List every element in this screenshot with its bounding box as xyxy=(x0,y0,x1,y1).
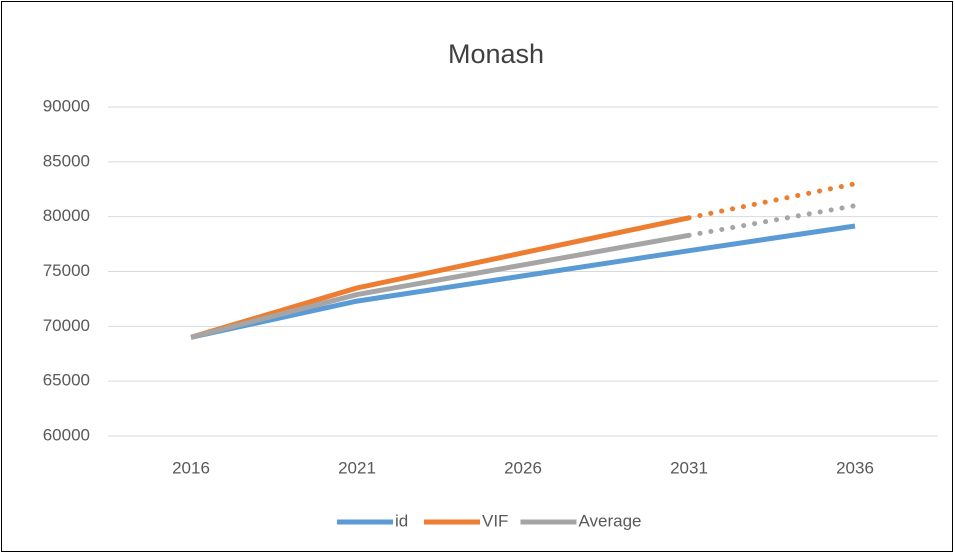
y-tick-label: 65000 xyxy=(43,371,90,390)
y-tick-label: 85000 xyxy=(43,151,90,170)
legend-label: Average xyxy=(579,511,642,530)
x-tick-label: 2016 xyxy=(172,458,210,477)
x-tick-label: 2021 xyxy=(338,458,376,477)
y-tick-label: 80000 xyxy=(43,206,90,225)
legend-label: VIF xyxy=(482,511,508,530)
x-tick-label: 2031 xyxy=(670,458,708,477)
y-tick-label: 90000 xyxy=(43,96,90,115)
y-tick-label: 60000 xyxy=(43,425,90,444)
series-line xyxy=(190,232,690,340)
series-line xyxy=(190,215,690,340)
y-tick-label: 70000 xyxy=(43,316,90,335)
x-tick-label: 2026 xyxy=(504,458,542,477)
chart-title: Monash xyxy=(448,39,544,69)
legend-label: id xyxy=(395,511,408,530)
series-line xyxy=(190,223,856,340)
y-tick-label: 75000 xyxy=(43,261,90,280)
x-tick-label: 2036 xyxy=(836,458,874,477)
